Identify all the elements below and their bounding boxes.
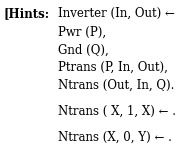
Text: Pwr (P),: Pwr (P), xyxy=(58,26,107,39)
Text: [Hints:: [Hints: xyxy=(4,7,50,20)
Text: Ntrans (X, 0, Y) ← .: Ntrans (X, 0, Y) ← . xyxy=(58,130,172,144)
Text: Ntrans (Out, In, Q).: Ntrans (Out, In, Q). xyxy=(58,78,175,91)
Text: Ptrans (P, In, Out),: Ptrans (P, In, Out), xyxy=(58,61,168,74)
Text: Inverter (In, Out) ←: Inverter (In, Out) ← xyxy=(58,7,175,20)
Text: Gnd (Q),: Gnd (Q), xyxy=(58,44,109,57)
Text: Ntrans ( X, 1, X) ← .: Ntrans ( X, 1, X) ← . xyxy=(58,104,176,117)
